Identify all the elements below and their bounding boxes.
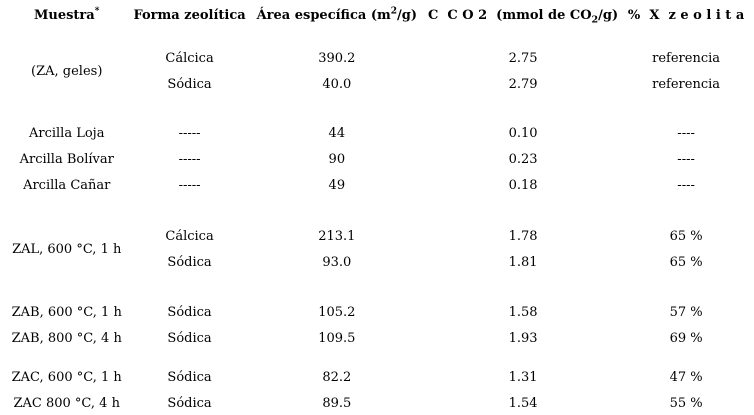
cell-cco2: 1.78	[508, 228, 538, 244]
spacer-row	[8, 97, 746, 120]
cell-cco2: 1.93	[508, 330, 538, 346]
cell-x-zeolita: 65 %	[669, 254, 703, 270]
cell-area: 40.0	[322, 76, 352, 92]
cell-x-zeolita: 47 %	[669, 369, 703, 385]
header-muestra: Muestra*	[8, 0, 125, 45]
header-area-especifica: Área específica (m2/g)	[254, 0, 420, 45]
cell-cco2: 1.31	[508, 369, 538, 385]
table-row: Arcilla Loja ----- 44 0.10 ----	[8, 120, 746, 146]
subscript-2: 2	[591, 14, 599, 26]
cell-cco2: 2.75	[508, 50, 538, 66]
cell-muestra: ZAC 800 °C, 4 h	[8, 390, 125, 415]
cell-muestra: ZAB, 800 °C, 4 h	[11, 330, 122, 346]
table-body: (ZA, geles) Cálcica 390.2 2.75 referenci…	[8, 45, 746, 415]
cell-x-zeolita: ----	[677, 125, 695, 141]
cell-cco2: 0.18	[508, 177, 538, 193]
header-cco2-pre: C C O 2 (mmol de CO	[427, 8, 592, 23]
table-row: (ZA, geles) Cálcica 390.2 2.75 referenci…	[8, 45, 746, 78]
cell-area: 390.2	[318, 50, 356, 66]
cell-cco2: 0.10	[508, 125, 538, 141]
superscript-2: 2	[390, 6, 398, 17]
cell-cco2: 0.23	[508, 151, 538, 167]
cell-forma: -----	[178, 177, 201, 193]
cell-muestra: Arcilla Loja	[28, 125, 105, 141]
cell-area: 213.1	[318, 228, 356, 244]
cell-area: 89.5	[254, 390, 420, 415]
cell-forma: Sódica	[167, 304, 212, 320]
cell-x-zeolita: referencia	[652, 50, 721, 66]
cell-cco2: 1.81	[508, 254, 538, 270]
cell-forma: Cálcica	[165, 50, 214, 66]
cell-area: 93.0	[322, 254, 352, 270]
cell-muestra: ZAB, 600 °C, 1 h	[11, 304, 122, 320]
cell-x-zeolita: 57 %	[669, 304, 703, 320]
cell-forma: -----	[178, 151, 201, 167]
cell-area: 109.5	[318, 330, 356, 346]
header-muestra-label: Muestra	[34, 8, 95, 23]
header-x-zeolita-label: % X z e o l i t a	[627, 8, 745, 23]
cell-forma: Sódica	[167, 369, 212, 385]
header-area-pre: Área específica (m	[256, 8, 391, 23]
spacer-cell	[8, 97, 746, 120]
header-forma-label: Forma zeolítica	[133, 8, 246, 23]
spacer-row	[8, 275, 746, 299]
table-row: ZAB, 800 °C, 4 h Sódica 109.5 1.93 69 %	[8, 325, 746, 351]
table-row: Sódica 40.0 2.79 referencia	[8, 71, 746, 97]
cell-cco2: 1.58	[508, 304, 538, 320]
table-row: ZAL, 600 °C, 1 h Cálcica 213.1 1.78 65 %	[8, 223, 746, 256]
cell-forma: Sódica	[167, 254, 212, 270]
cell-forma: Sódica	[167, 330, 212, 346]
table-row: Arcilla Bolívar ----- 90 0.23 ----	[8, 146, 746, 172]
table-row: ZAC 800 °C, 4 h Sódica 89.5 1.54 55 %	[8, 390, 746, 415]
header-cco2-post: /g)	[598, 8, 619, 23]
spacer-cell	[8, 275, 746, 299]
cell-muestra-group: ZAL, 600 °C, 1 h	[12, 241, 122, 257]
header-row: Muestra* Forma zeolítica Área específica…	[8, 0, 746, 45]
spacer-cell	[8, 198, 746, 223]
header-area-post: /g)	[397, 8, 418, 23]
table-row: Sódica 93.0 1.81 65 %	[8, 249, 746, 275]
cell-forma: Sódica	[133, 390, 245, 415]
asterisk-marker: *	[94, 6, 100, 17]
cell-x-zeolita: referencia	[652, 76, 721, 92]
cell-area: 105.2	[318, 304, 356, 320]
cell-muestra: Arcilla Cañar	[23, 177, 111, 193]
table-row: ZAC, 600 °C, 1 h Sódica 82.2 1.31 47 %	[8, 364, 746, 390]
cell-forma: -----	[178, 125, 201, 141]
cell-x-zeolita: 55 %	[626, 390, 746, 415]
cell-x-zeolita: ----	[677, 151, 695, 167]
cell-forma: Cálcica	[165, 228, 214, 244]
spacer-row	[8, 198, 746, 223]
cell-area: 82.2	[322, 369, 352, 385]
cell-cco2: 2.79	[508, 76, 538, 92]
cell-muestra: ZAC, 600 °C, 1 h	[11, 369, 122, 385]
header-forma-zeolitica: Forma zeolítica	[133, 0, 245, 45]
cell-x-zeolita: 69 %	[669, 330, 703, 346]
cell-x-zeolita: ----	[677, 177, 695, 193]
table-header: Muestra* Forma zeolítica Área específica…	[8, 0, 746, 45]
spacer-cell	[8, 351, 746, 364]
cell-cco2: 1.54	[428, 390, 618, 415]
cell-forma: Sódica	[167, 76, 212, 92]
cell-x-zeolita: 65 %	[669, 228, 703, 244]
spacer-row	[8, 351, 746, 364]
header-cco2: C C O 2 (mmol de CO2/g)	[428, 0, 618, 45]
table-row: Arcilla Cañar ----- 49 0.18 ----	[8, 172, 746, 198]
table-row: ZAB, 600 °C, 1 h Sódica 105.2 1.58 57 %	[8, 299, 746, 325]
cell-muestra-group: (ZA, geles)	[31, 63, 103, 79]
cell-area: 44	[328, 125, 346, 141]
cell-area: 90	[328, 151, 346, 167]
header-x-zeolita: % X z e o l i t a	[626, 0, 746, 45]
cell-area: 49	[328, 177, 346, 193]
cell-muestra: Arcilla Bolívar	[19, 151, 114, 167]
